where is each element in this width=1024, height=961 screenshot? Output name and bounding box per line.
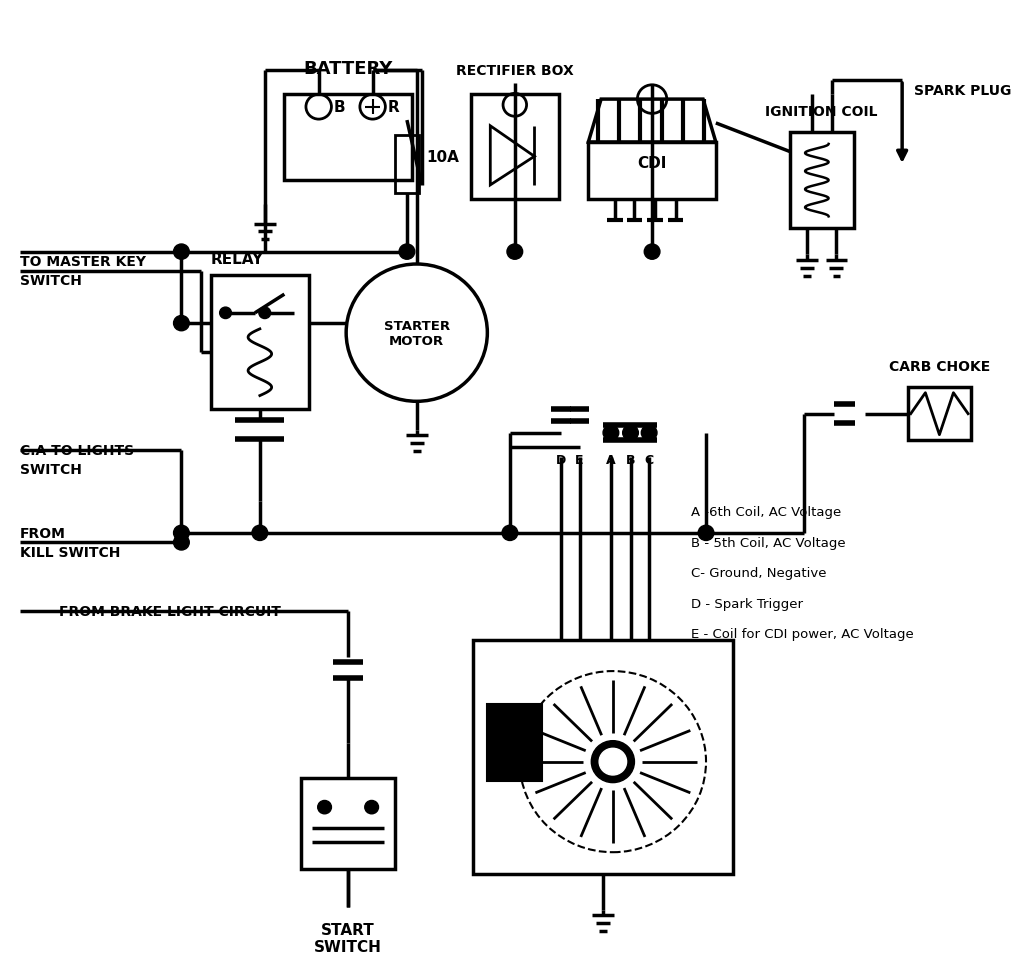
Bar [487, 704, 543, 781]
Text: STARTER
MOTOR: STARTER MOTOR [384, 319, 450, 347]
Bar [395, 136, 419, 193]
Text: A: A [606, 454, 615, 466]
Text: C- Ground, Negative: C- Ground, Negative [691, 567, 826, 579]
Circle shape [259, 308, 270, 319]
Text: START
SWITCH: START SWITCH [314, 922, 382, 954]
Text: B - 5th Coil, AC Voltage: B - 5th Coil, AC Voltage [691, 536, 846, 550]
Text: RELAY: RELAY [211, 252, 264, 266]
Circle shape [252, 526, 267, 541]
Circle shape [599, 749, 627, 776]
Text: C: C [644, 454, 653, 466]
Text: BATTERY: BATTERY [303, 61, 393, 78]
Text: KILL SWITCH: KILL SWITCH [19, 545, 120, 559]
Text: B: B [334, 100, 345, 115]
Text: E: E [575, 454, 584, 466]
Circle shape [603, 426, 618, 441]
Circle shape [399, 245, 415, 260]
Circle shape [698, 526, 714, 541]
Circle shape [365, 801, 379, 814]
Text: SWITCH: SWITCH [19, 462, 82, 477]
Bar [211, 276, 309, 409]
Text: D - Spark Trigger: D - Spark Trigger [691, 598, 803, 610]
Circle shape [591, 741, 635, 783]
Text: R: R [387, 100, 399, 115]
Text: CARB CHOKE: CARB CHOKE [889, 359, 990, 374]
Circle shape [173, 245, 189, 260]
Circle shape [507, 245, 522, 260]
Text: IGNITION COIL: IGNITION COIL [766, 105, 878, 119]
Text: RECTIFIER BOX: RECTIFIER BOX [456, 64, 573, 78]
Text: B: B [626, 454, 635, 466]
Circle shape [644, 245, 659, 260]
Text: 10A: 10A [427, 150, 460, 164]
Text: TO MASTER KEY: TO MASTER KEY [19, 255, 145, 269]
Circle shape [173, 535, 189, 551]
Circle shape [317, 801, 332, 814]
Bar [790, 134, 854, 229]
Text: E - Coil for CDI power, AC Voltage: E - Coil for CDI power, AC Voltage [691, 628, 914, 641]
Text: SWITCH: SWITCH [19, 274, 82, 288]
Text: FROM: FROM [19, 527, 66, 540]
Bar [473, 640, 733, 874]
Circle shape [173, 526, 189, 541]
Bar [301, 778, 395, 870]
Circle shape [641, 426, 657, 441]
Text: FROM BRAKE LIGHT CIRCUIT: FROM BRAKE LIGHT CIRCUIT [58, 604, 281, 618]
Text: CDI: CDI [637, 157, 667, 171]
Text: A -6th Coil, AC Voltage: A -6th Coil, AC Voltage [691, 505, 842, 519]
Bar [285, 95, 412, 181]
Circle shape [623, 426, 638, 441]
Bar [907, 388, 972, 440]
Circle shape [173, 316, 189, 332]
Bar [471, 95, 559, 200]
Text: D: D [556, 454, 566, 466]
Circle shape [502, 526, 518, 541]
Text: C.A TO LIGHTS: C.A TO LIGHTS [19, 443, 134, 457]
Circle shape [220, 308, 231, 319]
Bar [589, 143, 716, 200]
Text: SPARK PLUG: SPARK PLUG [913, 84, 1012, 97]
